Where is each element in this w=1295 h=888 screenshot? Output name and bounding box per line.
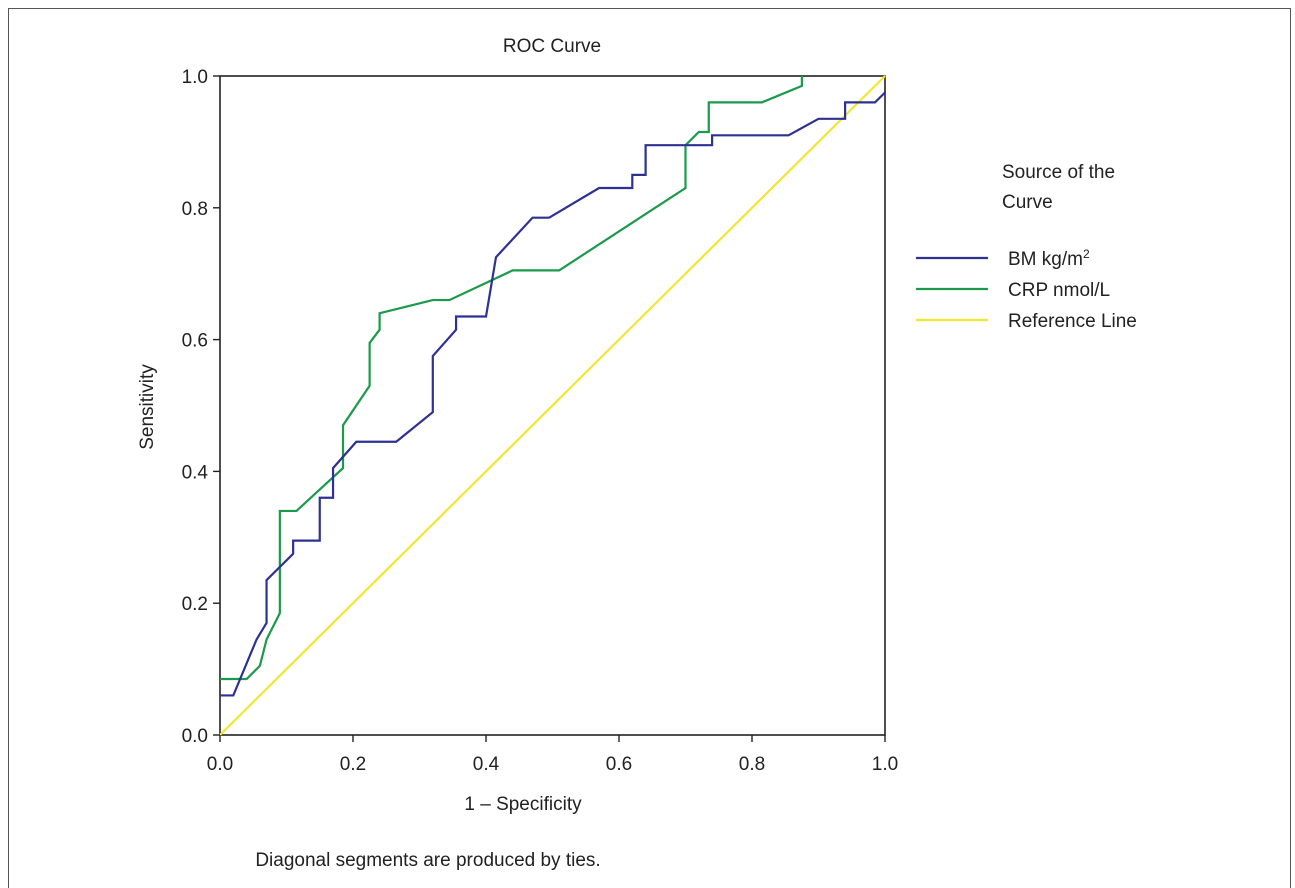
y-tick-label-3: 0.6 (182, 331, 208, 352)
legend-label-reference-line: Reference Line (1008, 311, 1137, 332)
chart-title: ROC Curve (503, 36, 601, 57)
figure-frame (8, 8, 1291, 888)
x-tick-label-0: 0.0 (207, 754, 233, 775)
y-tick-label-2: 0.4 (182, 462, 209, 483)
y-tick-label-4: 0.8 (182, 199, 208, 220)
x-tick-label-3: 0.6 (606, 754, 632, 775)
y-tick-label-5: 1.0 (182, 67, 208, 88)
series-line-crp-nmol-l (220, 76, 803, 681)
series-line-bm-kg-m (220, 91, 886, 697)
series-line-reference-line (219, 75, 886, 736)
x-tick-label-5: 1.0 (872, 754, 898, 775)
y-tick-label-0: 0.0 (182, 726, 208, 747)
y-tick-label-1: 0.2 (182, 594, 208, 615)
y-axis-label: Sensitivity (137, 364, 158, 450)
footnote: Diagonal segments are produced by ties. (255, 850, 600, 871)
legend: Source of the Curve BM kg/m2 CRP nmol/L Re… (916, 162, 1137, 332)
plot-area-border (219, 75, 886, 736)
legend-label-crp-nmol-l: CRP nmol/L (1008, 280, 1110, 301)
x-tick-label-1: 0.2 (340, 754, 366, 775)
legend-label-bm-kg-m: BM kg/m2 (1008, 247, 1090, 270)
axis-ticks: 0.0 0.2 0.4 0.6 0.8 1.0 0.0 0.2 0.4 0.6 0.8 1.0 (182, 67, 899, 775)
series-layer (219, 75, 886, 736)
x-tick-label-2: 0.4 (473, 754, 500, 775)
legend-title-line-2: Curve (1002, 192, 1053, 213)
x-tick-label-4: 0.8 (739, 754, 765, 775)
x-axis-label: 1 – Specificity (464, 794, 582, 815)
legend-title-line-1: Source of the (1002, 162, 1115, 183)
